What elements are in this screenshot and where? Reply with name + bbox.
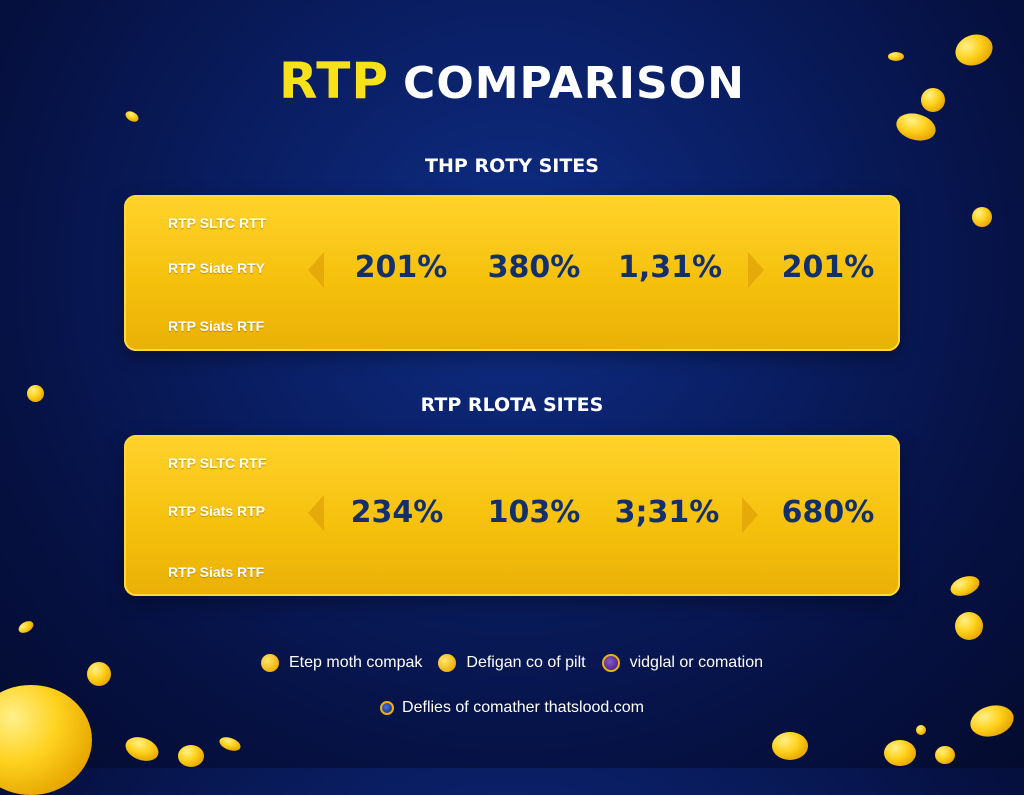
rtp-value: 201% xyxy=(781,250,875,285)
row-label: RTP SLTC RTT xyxy=(168,215,267,231)
coin-decoration xyxy=(16,618,36,636)
coin-decoration xyxy=(27,385,44,402)
legend-item: Defigan co of pilt xyxy=(438,654,586,672)
purple-coin-icon xyxy=(601,654,620,672)
coin-decoration xyxy=(955,612,983,640)
rtp-value: 3;31% xyxy=(614,495,720,530)
rtp-value: 680% xyxy=(781,495,875,530)
legend-label: Etep moth compak xyxy=(289,654,423,671)
legend-label: vidglal or comation xyxy=(629,654,763,671)
row-label: RTP Siate RTY xyxy=(168,260,265,276)
rtp-value: 380% xyxy=(487,250,581,285)
coin-decoration xyxy=(947,572,983,600)
legend-item: Etep moth compak xyxy=(261,654,422,672)
legend-label: Defigan co of pilt xyxy=(466,654,586,671)
row-label: RTP Siats RTP xyxy=(168,503,265,519)
arrow-right-icon xyxy=(748,252,764,288)
comparison-card: RTP SLTC RTF RTP Siats RTP RTP Siats RTF… xyxy=(124,435,900,596)
comparison-card: RTP SLTC RTT RTP Siate RTY RTP Siats RTF… xyxy=(124,195,900,351)
coin-decoration xyxy=(178,745,204,767)
row-label: RTP Siats RTF xyxy=(168,564,265,580)
page-title: RTP COMPARISON xyxy=(0,52,1024,110)
coin-decoration xyxy=(935,746,955,764)
row-label: RTP SLTC RTF xyxy=(168,455,267,471)
rtp-value: 201% xyxy=(354,250,448,285)
arrow-left-icon xyxy=(308,495,324,531)
gold-coin-icon xyxy=(438,654,457,672)
rtp-value: 103% xyxy=(487,495,581,530)
arrow-left-icon xyxy=(308,252,324,288)
section-heading: THP ROTY SITES xyxy=(425,155,599,177)
legend-label: Deflies of comather thatslood.com xyxy=(402,699,644,716)
section-heading: RTP RLOTA SITES xyxy=(420,394,604,416)
rtp-value: 234% xyxy=(350,495,444,530)
coin-decoration xyxy=(972,207,992,227)
arrow-right-icon xyxy=(742,497,758,533)
coin-decoration xyxy=(884,740,916,766)
blue-coin-icon xyxy=(380,701,395,715)
coin-decoration xyxy=(888,52,904,61)
legend-item: Deflies of comather thatslood.com xyxy=(380,699,644,717)
title-rest: COMPARISON xyxy=(403,58,745,109)
title-highlight: RTP xyxy=(279,52,390,110)
coin-decoration xyxy=(217,734,243,754)
coin-decoration xyxy=(916,725,926,735)
gold-coin-icon xyxy=(261,654,279,672)
coin-decoration xyxy=(122,732,162,766)
coin-decoration xyxy=(123,109,141,124)
coin-decoration xyxy=(772,732,808,760)
coin-decoration xyxy=(893,109,939,145)
rtp-value: 1,31% xyxy=(617,250,723,285)
coin-decoration xyxy=(87,662,111,686)
legend-footer: Deflies of comather thatslood.com xyxy=(0,699,1024,717)
legend-item: vidglal or comation xyxy=(601,654,763,672)
legend: Etep moth compak Defigan co of pilt vidg… xyxy=(0,654,1024,672)
row-label: RTP Siats RTF xyxy=(168,318,265,334)
coin-decoration xyxy=(921,88,945,112)
